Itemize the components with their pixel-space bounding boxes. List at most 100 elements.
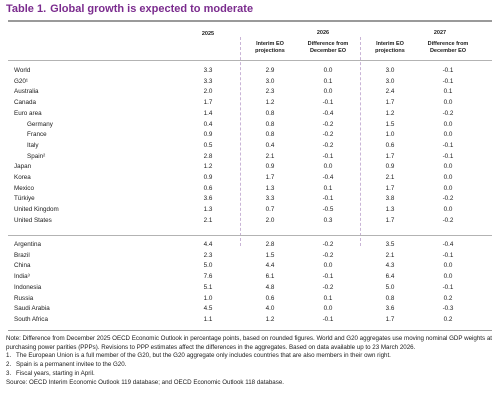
cell-i2026: 1.2	[265, 99, 275, 107]
row-label: World	[14, 67, 31, 74]
table-title-text: Global growth is expected to moderate	[50, 3, 254, 15]
row-label: Saudi Arabia	[14, 305, 50, 313]
cell-d2026: -0.2	[322, 241, 334, 248]
cell-i2026: 1.3	[265, 184, 275, 192]
cell-d2026: -0.1	[322, 315, 334, 323]
cell-d2027: -0.1	[442, 67, 454, 74]
cell-i2027: 3.0	[385, 67, 395, 74]
footnote-2: 2. Spain is a permanent invitee to the G2…	[6, 361, 127, 369]
cell-d2026: -0.2	[322, 131, 334, 139]
cell-d2027: 0.2	[443, 315, 453, 323]
cell-d2026: -0.2	[322, 283, 334, 291]
table-row: South Africa 1.1 1.2 -0.1 1.7 0.2	[0, 315, 497, 324]
cell-v2025: 3.6	[203, 195, 213, 203]
cell-d2026: -0.1	[322, 273, 334, 281]
cell-v2025: 1.0	[203, 294, 213, 302]
table-row: Korea 0.9 1.7 -0.4 2.1 0.0	[0, 173, 497, 182]
cell-v2025: 5.0	[203, 262, 213, 270]
cell-i2026: 0.8	[265, 120, 275, 128]
cell-d2027: 0.0	[443, 174, 453, 181]
cell-d2026: -0.4	[322, 109, 334, 117]
source-text: Source: OECD Interim Economic Outlook 11…	[6, 378, 285, 386]
table-row: Euro area 1.4 0.8 -0.4 1.2 -0.2	[0, 109, 497, 118]
header-interim-2027: Interim EO projections	[375, 41, 405, 54]
cell-i2027: 1.5	[385, 120, 395, 128]
row-label: Italy	[27, 141, 39, 149]
cell-d2026: -0.4	[322, 174, 334, 181]
cell-d2026: 0.0	[323, 163, 333, 171]
cell-d2027: -0.1	[442, 283, 454, 291]
cell-i2026: 0.9	[265, 163, 275, 171]
header-diff-2027: Difference from December EO	[427, 41, 469, 54]
table-row: Indonesia 5.1 4.8 -0.2 5.0 -0.1	[0, 283, 497, 292]
cell-d2026: -0.1	[322, 99, 334, 107]
row-label: Argentina	[14, 241, 41, 248]
cell-i2026: 1.5	[265, 251, 275, 259]
table-row: Italy 0.5 0.4 -0.2 0.6 -0.1	[0, 141, 497, 150]
table-row: G20¹ 3.3 3.0 0.1 3.0 -0.1	[0, 77, 497, 86]
row-label: Brazil	[14, 251, 30, 259]
cell-v2025: 0.9	[203, 131, 213, 139]
cell-i2027: 3.8	[385, 195, 395, 203]
cell-i2027: 0.9	[385, 163, 395, 171]
cell-d2026: 0.1	[323, 77, 333, 85]
cell-i2026: 6.1	[265, 273, 275, 281]
table-row: Türkiye 3.6 3.3 -0.1 3.8 -0.2	[0, 194, 497, 203]
cell-i2026: 0.4	[265, 141, 275, 149]
cell-v2025: 1.3	[203, 206, 213, 214]
cell-d2026: 0.0	[323, 88, 333, 96]
table-row: France 0.9 0.8 -0.2 1.0 0.0	[0, 130, 497, 139]
row-label: Korea	[14, 174, 31, 181]
cell-v2025: 0.9	[203, 174, 213, 181]
cell-d2026: -0.5	[322, 206, 334, 214]
row-label: China	[14, 262, 31, 270]
row-label: G20¹	[14, 77, 28, 85]
row-label: Canada	[14, 99, 37, 107]
header-diff-2026: Difference from December EO	[307, 41, 349, 54]
header-rule	[8, 60, 492, 61]
cell-i2027: 1.7	[385, 99, 395, 107]
row-label: Russia	[14, 294, 34, 302]
table-row: Brazil 2.3 1.5 -0.2 2.1 -0.1	[0, 251, 497, 260]
cell-d2026: 0.1	[323, 184, 333, 192]
table-row: China 5.0 4.4 0.0 4.3 0.0	[0, 261, 497, 270]
cell-v2025: 7.6	[203, 273, 213, 281]
cell-v2025: 1.4	[203, 109, 213, 117]
cell-i2027: 1.2	[385, 109, 395, 117]
table-row: India³ 7.6 6.1 -0.1 6.4 0.0	[0, 272, 497, 281]
cell-d2027: 0.0	[443, 163, 453, 171]
row-label: Spain²	[27, 152, 46, 160]
top-rule	[8, 20, 492, 22]
table-row: Russia 1.0 0.6 0.1 0.8 0.2	[0, 294, 497, 303]
cell-v2025: 1.7	[203, 99, 213, 107]
cell-v2025: 0.4	[203, 120, 213, 128]
cell-v2025: 2.3	[203, 251, 213, 259]
row-label: United States	[14, 216, 52, 224]
cell-d2026: 0.1	[323, 294, 333, 302]
cell-v2025: 2.8	[203, 152, 213, 160]
cell-i2027: 1.7	[385, 216, 395, 224]
cell-i2027: 3.5	[385, 241, 395, 248]
cell-v2025: 2.1	[203, 216, 213, 224]
cell-d2027: -0.3	[442, 305, 454, 313]
cell-d2027: -0.4	[442, 241, 454, 248]
cell-i2026: 2.3	[265, 88, 275, 96]
cell-d2027: 0.0	[443, 131, 453, 139]
cell-d2027: 0.0	[443, 273, 453, 281]
cell-i2027: 3.6	[385, 305, 395, 313]
cell-i2027: 2.1	[385, 251, 395, 259]
table-row: Spain² 2.8 2.1 -0.1 1.7 -0.1	[0, 152, 497, 161]
cell-d2027: -0.2	[442, 216, 454, 224]
cell-d2026: -0.2	[322, 120, 334, 128]
cell-i2026: 3.3	[265, 195, 275, 203]
cell-d2026: 0.0	[323, 67, 333, 74]
cell-v2025: 1.1	[203, 315, 213, 323]
table-title: Table 1. Global growth is expected to mod…	[6, 3, 253, 15]
cell-d2026: -0.1	[322, 195, 334, 203]
cell-i2026: 0.8	[265, 131, 275, 139]
row-label: France	[27, 131, 47, 139]
table-row: Australia 2.0 2.3 0.0 2.4 0.1	[0, 87, 497, 96]
cell-i2026: 4.8	[265, 283, 275, 291]
cell-v2025: 4.4	[203, 241, 213, 248]
cell-i2026: 1.2	[265, 315, 275, 323]
